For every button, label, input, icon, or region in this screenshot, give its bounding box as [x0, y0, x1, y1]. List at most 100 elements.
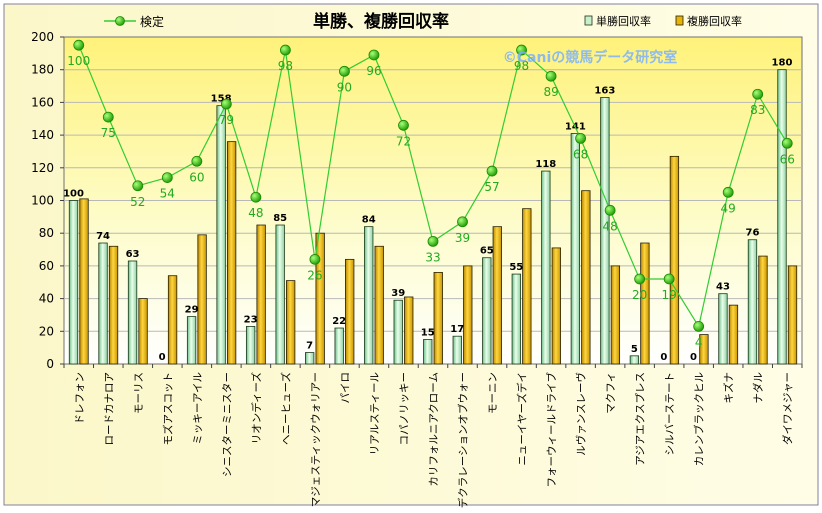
- x-tick-label: ドレフォン: [74, 372, 86, 425]
- legend-bar2-label: 複勝回収率: [687, 14, 742, 28]
- line-point: [309, 253, 321, 265]
- line-point-label: 20: [632, 288, 647, 302]
- bar-fukusho: [581, 190, 591, 365]
- bar-fukusho: [404, 296, 414, 365]
- line-point-label: 90: [337, 80, 352, 94]
- y-tick-label: 20: [39, 324, 54, 338]
- bar-tansho-label: 0: [690, 352, 697, 363]
- bar-tansho: [393, 299, 403, 365]
- bar-tansho-label: 39: [391, 288, 405, 299]
- line-point: [516, 44, 527, 56]
- line-point-label: 26: [307, 268, 322, 282]
- bar-fukusho: [551, 247, 561, 365]
- line-point-label: 19: [662, 288, 677, 302]
- bar-tansho: [68, 200, 79, 365]
- line-point: [132, 180, 144, 192]
- bar-tansho: [541, 170, 551, 365]
- line-point-label: 100: [67, 54, 90, 68]
- line-point: [634, 273, 646, 285]
- bar-tansho: [127, 260, 138, 365]
- line-point-label: 60: [189, 170, 204, 184]
- bar-tansho: [364, 226, 374, 365]
- bar-fukusho: [345, 258, 355, 365]
- legend-line-dot: [115, 16, 125, 26]
- x-tick-label: モズアスコット: [161, 372, 174, 446]
- line-point: [339, 65, 350, 77]
- bar-tansho: [718, 293, 728, 365]
- bar-fukusho: [640, 242, 650, 365]
- x-axis: ドレフォン ロードカナロア モーリス モズアスコット ミッキーアイル シニスターミニスター…: [63, 364, 803, 508]
- bar-tansho-label: 0: [660, 352, 667, 363]
- line-point-label: 89: [543, 85, 558, 99]
- bars: [68, 69, 798, 365]
- line-point: [575, 132, 586, 144]
- bar-fukusho: [728, 304, 739, 365]
- x-tick-label: ヘニーヒューズ: [279, 372, 292, 445]
- line-point: [102, 111, 114, 123]
- line-series: 100 75 52 54 60 79 48 98 26 90 96 72 33 39 57 98 89 68 48 2…: [67, 39, 795, 349]
- x-tick-label: ミッキーアイル: [192, 372, 204, 445]
- x-tick-label: パイロ: [339, 372, 351, 404]
- line-point-label: 4: [695, 335, 703, 349]
- bar-fukusho: [285, 280, 296, 365]
- x-tick-label: モーリス: [133, 372, 145, 414]
- x-tick-label: ニューイヤーズデイ: [516, 372, 529, 466]
- bar-tansho-label: 65: [480, 246, 494, 257]
- line-point: [781, 137, 793, 149]
- line-point: [752, 88, 764, 100]
- bar-fukusho: [787, 265, 798, 365]
- line-point: [457, 216, 468, 228]
- x-tick-label: デクラレーションオブウォー: [457, 372, 470, 508]
- bar-fukusho: [167, 275, 178, 365]
- line-point: [604, 204, 616, 216]
- x-tick-label: マクフィ: [605, 372, 617, 414]
- line-point: [368, 49, 380, 61]
- line-point-label: 49: [721, 201, 736, 215]
- x-tick-label: ロードカナロア: [103, 372, 115, 446]
- y-tick-label: 80: [39, 226, 54, 240]
- line-point-label: 98: [278, 59, 293, 73]
- bar-fukusho: [197, 234, 207, 365]
- chart-title: 単勝、複勝回収率: [313, 11, 449, 32]
- bar-tansho-label: 63: [126, 249, 140, 260]
- x-tick-label: ルヴァンスレーヴ: [575, 372, 588, 456]
- line-point: [250, 191, 262, 203]
- x-tick-label: ダイワメジャー: [781, 372, 794, 445]
- x-tick-label: マジェスティックウォリアー: [310, 372, 322, 507]
- legend-bar1-swatch: [584, 15, 593, 26]
- line-point-label: 98: [514, 59, 529, 73]
- bar-tansho-label: 15: [421, 327, 435, 338]
- x-tick-label: リオンディーズ: [250, 372, 263, 444]
- bar-tansho-label: 43: [716, 282, 730, 293]
- bar-tansho: [334, 327, 344, 365]
- x-tick-label: カレンブラックヒル: [693, 372, 706, 466]
- line-point: [191, 155, 203, 167]
- bar-tansho-label: 55: [509, 262, 523, 273]
- line-point: [693, 320, 705, 332]
- bar-tansho-label: 22: [332, 316, 346, 327]
- bar-fukusho: [610, 265, 621, 365]
- legend-bar1-label: 単勝回収率: [596, 14, 651, 28]
- bar-fukusho: [256, 224, 266, 365]
- bar-fukusho: [492, 226, 502, 365]
- bar-fukusho: [138, 298, 148, 365]
- bar-tansho-label: 0: [159, 352, 166, 363]
- line-point: [663, 273, 675, 285]
- y-tick-label: 120: [31, 161, 54, 175]
- line-point: [220, 98, 232, 110]
- line-point-label: 68: [573, 147, 588, 161]
- bar-tansho: [747, 239, 758, 365]
- y-axis: 0 20 40 60 80 100 120 140 160 180 200: [31, 30, 64, 371]
- line-point: [545, 70, 557, 82]
- bar-tansho-label: 29: [185, 305, 199, 316]
- legend-bar2-swatch: [675, 15, 684, 26]
- line-point-label: 48: [602, 219, 617, 233]
- bar-tansho-label: 84: [362, 215, 376, 226]
- bar-tansho: [423, 339, 433, 365]
- line-point: [73, 39, 85, 51]
- line-point-label: 48: [248, 206, 263, 220]
- line-point: [279, 44, 291, 56]
- line-point-label: 52: [130, 195, 145, 209]
- bar-fukusho: [699, 334, 709, 365]
